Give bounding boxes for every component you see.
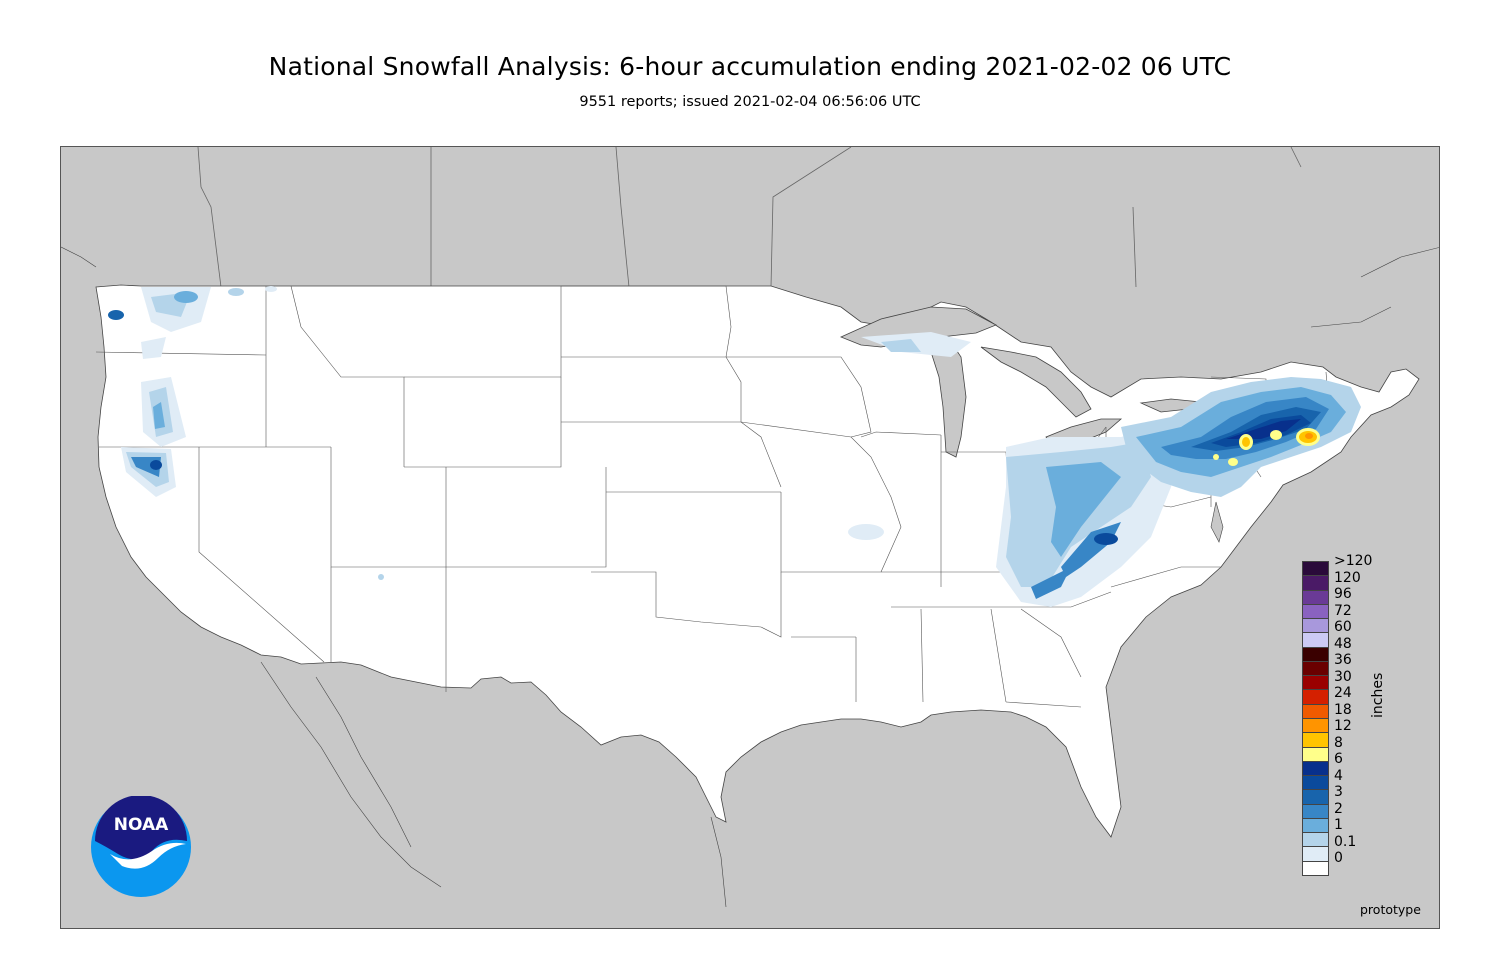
legend-swatch (1302, 703, 1329, 719)
legend-swatch (1302, 832, 1329, 848)
legend-swatch (1302, 589, 1329, 605)
noaa-logo-text: NOAA (114, 815, 169, 835)
foreign-borders (197, 147, 1302, 288)
legend-swatch (1302, 817, 1329, 834)
noaa-logo-icon: NOAA (91, 796, 191, 897)
snow-appalachian (996, 427, 1181, 607)
legend-label: 0 (1334, 850, 1343, 866)
snow-upper-midwest (848, 332, 971, 540)
legend-label: 120 (1334, 569, 1361, 586)
legend-swatch (1302, 860, 1329, 876)
legend-swatch (1302, 775, 1329, 791)
legend-swatch (1302, 646, 1329, 662)
legend-label: 18 (1334, 701, 1352, 718)
map-canvas (61, 147, 1439, 908)
legend-swatch (1302, 789, 1329, 805)
legend-swatch (1302, 689, 1329, 705)
legend-label: >120 (1334, 553, 1373, 569)
legend-swatch (1302, 732, 1329, 748)
legend-label: 36 (1334, 652, 1352, 668)
legend-label: 60 (1334, 619, 1352, 635)
legend-label: 30 (1334, 668, 1352, 685)
prototype-note: prototype (1360, 902, 1421, 917)
legend-label: 6 (1334, 751, 1343, 767)
coastlines (61, 246, 1439, 908)
legend-label: 24 (1334, 685, 1352, 701)
conus-land (95, 284, 1420, 838)
legend-swatch (1302, 660, 1329, 677)
legend-units: inches (1370, 672, 1386, 718)
legend-swatch (1302, 575, 1329, 591)
legend-swatch (1302, 718, 1329, 734)
legend-swatch (1302, 632, 1329, 648)
legend-swatch (1302, 561, 1329, 577)
legend-swatch (1302, 618, 1329, 634)
legend-label: 96 (1334, 586, 1352, 602)
legend-swatch (1302, 603, 1329, 620)
snowfall-map[interactable] (60, 146, 1440, 929)
legend-swatch (1302, 675, 1329, 691)
legend-label: 2 (1334, 800, 1343, 817)
state-borders (95, 285, 1332, 708)
legend-colorbar (1302, 561, 1329, 876)
snow-northeast (1121, 377, 1361, 497)
legend-label: 72 (1334, 602, 1352, 619)
legend-swatch (1302, 746, 1329, 762)
map-subtitle: 9551 reports; issued 2021-02-04 06:56:06… (579, 94, 921, 110)
legend-label: 1 (1334, 817, 1343, 833)
legend-label: 48 (1334, 635, 1352, 652)
legend-swatch (1302, 803, 1329, 819)
legend-label: 12 (1334, 718, 1352, 734)
legend-swatch (1302, 846, 1329, 862)
legend-label: 8 (1334, 734, 1343, 751)
legend-label: 3 (1334, 784, 1343, 800)
legend-swatch (1302, 760, 1329, 777)
snow-pacific-nw (108, 286, 384, 580)
legend-label: 0.1 (1334, 833, 1357, 850)
legend-label: 4 (1334, 767, 1343, 784)
map-title: National Snowfall Analysis: 6-hour accum… (268, 52, 1232, 81)
